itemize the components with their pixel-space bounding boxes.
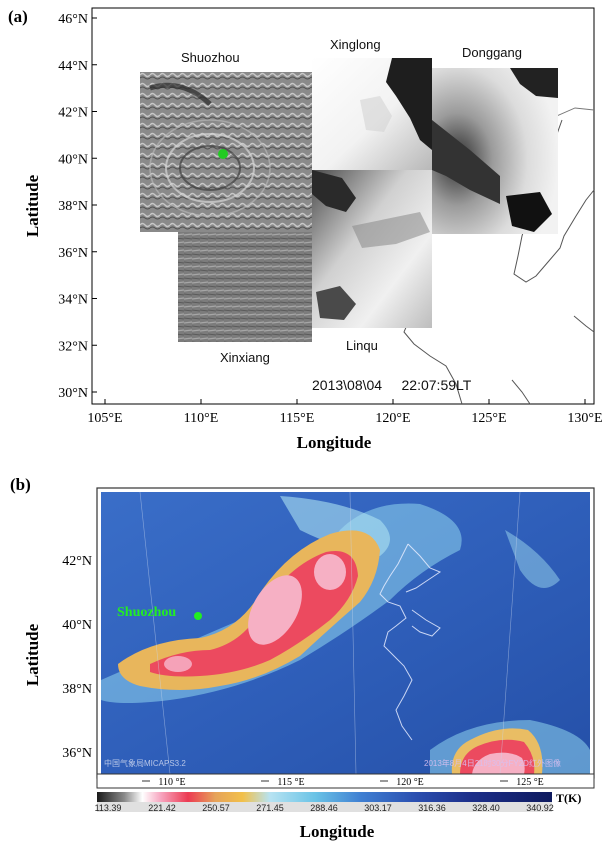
- station-label-shuozhou: Shuozhou: [181, 50, 240, 65]
- colorbar-label: 271.45: [256, 803, 284, 813]
- panel-a-y-axis-label: Latitude: [23, 174, 42, 237]
- lon-tick-label: 125°E: [471, 411, 506, 426]
- colorbar-label: 113.39: [95, 803, 122, 813]
- panel-a-timestamp: 2013\08\04 22:07:59LT: [312, 377, 472, 393]
- panel-b-coastline: [379, 543, 413, 741]
- linqu-gray-band: [352, 212, 430, 248]
- lat-tick-label: 38°N: [58, 199, 88, 214]
- colorbar-labels-bg: [97, 802, 552, 812]
- panel-b-lon-bar: [96, 773, 595, 789]
- shuozhou-marker: [218, 149, 228, 159]
- xinglong-dark-region: [386, 58, 432, 150]
- cloud-core-pink-2: [314, 554, 346, 590]
- lon-tick-label: 120°E: [375, 411, 410, 426]
- panel-a-taiwan-strait: [511, 379, 531, 405]
- colorbar-label: 340.92: [526, 803, 554, 813]
- colorbar-label: 250.57: [202, 803, 230, 813]
- panel-b-peninsula: [411, 609, 441, 637]
- watermark-right: 2013年8月4日21时30分FY2D红外图像: [424, 758, 561, 768]
- panel-a: (a) Shuozhou Xinglong Donggang Xinxiang …: [8, 7, 603, 452]
- xinxiang-image: [178, 232, 312, 342]
- cloud-band-red: [150, 551, 358, 677]
- lat-tick-label: 42°N: [62, 554, 92, 569]
- panel-a-x-axis-label: Longitude: [297, 433, 372, 452]
- lon-tick-label: 120 °E: [396, 777, 424, 788]
- station-label-donggang: Donggang: [462, 45, 522, 60]
- colorbar-label: 328.40: [472, 803, 500, 813]
- panel-a-label: (a): [8, 7, 28, 26]
- station-label-xinxiang: Xinxiang: [220, 350, 270, 365]
- colorbar-label: 288.46: [310, 803, 338, 813]
- panel-b-lon-ticks: 110 °E 115 °E 120 °E 125 °E: [142, 777, 544, 788]
- shuozhou-swirl-1: [165, 133, 255, 203]
- panel-b-grid: [139, 491, 521, 775]
- panel-b-x-axis-label: Longitude: [300, 822, 375, 841]
- lat-tick-label: 36°N: [62, 746, 92, 761]
- lat-tick-label: 32°N: [58, 339, 88, 354]
- panel-a-japan-coast: [573, 315, 595, 333]
- lat-tick-label: 40°N: [62, 618, 92, 633]
- colorbar-unit: T(K): [556, 791, 581, 805]
- linqu-dark-band: [316, 286, 356, 320]
- panel-a-lat-ticks: 46°N 44°N 42°N 40°N 38°N 36°N 34°N 32°N 30°N: [58, 12, 97, 401]
- shuozhou-swirl-2: [179, 145, 241, 191]
- lat-tick-label: 40°N: [58, 152, 88, 167]
- lon-tick-label: 125 °E: [516, 777, 544, 788]
- lat-tick-label: 42°N: [58, 106, 88, 121]
- cloud-core-pink-1: [248, 575, 302, 645]
- panel-b-y-axis-label: Latitude: [23, 623, 42, 686]
- colorbar-ticks: 113.39 221.42 250.57 271.45 288.46 303.17 316.…: [95, 803, 554, 813]
- lon-tick-label: 115°E: [280, 411, 315, 426]
- lon-tick-label: 105°E: [87, 411, 122, 426]
- panel-b-coastline-2: [405, 543, 442, 593]
- donggang-dark-top: [510, 68, 558, 98]
- colorbar-label: 303.17: [364, 803, 392, 813]
- station-label-xinglong: Xinglong: [330, 37, 381, 52]
- panel-b-lat-ticks: 42°N 40°N 38°N 36°N: [62, 554, 92, 761]
- lon-tick-label: 130°E: [567, 411, 602, 426]
- lat-tick-label: 36°N: [58, 246, 88, 261]
- station-label-linqu: Linqu: [346, 338, 378, 353]
- colorbar-label: 221.42: [148, 803, 176, 813]
- linqu-dark-streak: [312, 170, 356, 212]
- colorbar: [97, 792, 552, 802]
- lon-tick-label: 115 °E: [277, 777, 304, 788]
- lat-tick-label: 30°N: [58, 386, 88, 401]
- shuozhou-swirl-3: [149, 119, 271, 217]
- lat-tick-label: 34°N: [58, 293, 88, 308]
- cyan-haze-right: [505, 530, 560, 588]
- donggang-dark-fan: [432, 120, 500, 204]
- xinglong-gray-patch: [360, 96, 392, 132]
- watermark-left: 中国气象局MICAPS3.2: [104, 758, 186, 768]
- shuozhou-dark-arc: [149, 82, 212, 106]
- lon-tick-label: 110°E: [184, 411, 219, 426]
- lon-tick-label: 110 °E: [158, 777, 185, 788]
- station-label-shuozhou-b: Shuozhou: [117, 605, 176, 620]
- colorbar-label: 316.36: [418, 803, 446, 813]
- panel-a-lon-ticks: 105°E 110°E 115°E 120°E 125°E 130°E: [87, 399, 603, 426]
- cloud-core-pink-3: [164, 656, 192, 672]
- donggang-dark-blob: [506, 192, 552, 232]
- shuozhou-marker-b: [194, 612, 202, 620]
- lat-tick-label: 44°N: [58, 59, 88, 74]
- lat-tick-label: 38°N: [62, 682, 92, 697]
- lat-tick-label: 46°N: [58, 12, 88, 27]
- panel-b: (b) Shuozhou 中国气象局MICAPS3.2 2013年8月4日21时…: [10, 475, 595, 841]
- panel-b-label: (b): [10, 475, 31, 494]
- cloud-south-pink: [472, 752, 525, 774]
